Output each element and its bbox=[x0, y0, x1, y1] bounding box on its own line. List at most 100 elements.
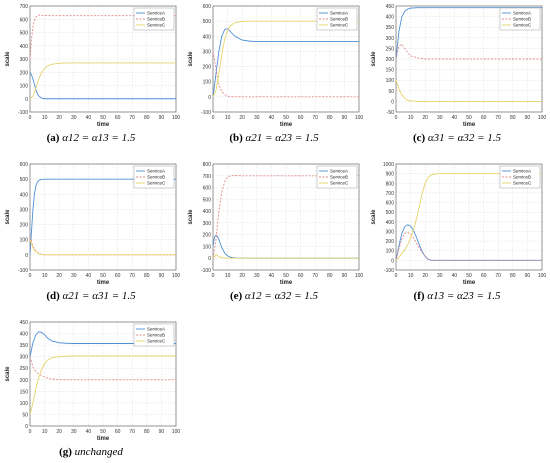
legend-label: ServiceC bbox=[147, 23, 166, 28]
caption-equation: α12 = α32 = 1.5 bbox=[244, 290, 319, 302]
legend-label: ServiceC bbox=[513, 181, 532, 186]
x-tick-label: 0 bbox=[395, 273, 398, 279]
y-tick-label: 500 bbox=[386, 210, 395, 216]
y-tick-label: 450 bbox=[20, 320, 29, 326]
y-tick-label: 300 bbox=[386, 36, 395, 42]
x-tick-label: 0 bbox=[212, 273, 215, 279]
x-tick-label: 90 bbox=[525, 115, 531, 121]
y-tick-label: 100 bbox=[203, 244, 212, 250]
caption-c: (c) α31 = α32 = 1.5 bbox=[366, 132, 548, 144]
y-tick-label: -100 bbox=[201, 110, 211, 116]
x-tick-label: 90 bbox=[525, 273, 531, 279]
x-tick-label: 0 bbox=[29, 429, 32, 435]
x-tick-label: 60 bbox=[115, 429, 121, 435]
legend-label: ServiceB bbox=[330, 175, 348, 180]
axes-frame bbox=[29, 163, 177, 271]
series-line-servicea bbox=[395, 7, 542, 60]
legend-label: ServiceC bbox=[513, 23, 532, 28]
y-tick-label: -100 bbox=[201, 268, 211, 274]
caption-tag: (b) bbox=[229, 132, 243, 144]
y-axis-label: scale bbox=[188, 51, 194, 67]
x-tick-label: 60 bbox=[115, 273, 121, 279]
x-tick-label: 30 bbox=[437, 273, 443, 279]
x-tick-label: 10 bbox=[225, 273, 231, 279]
y-tick-label: 400 bbox=[20, 192, 29, 198]
y-tick-label: 600 bbox=[203, 186, 212, 192]
caption-f: (f) α13 = α23 = 1.5 bbox=[366, 290, 548, 302]
y-tick-label: 600 bbox=[20, 17, 29, 23]
x-axis-label: time bbox=[280, 122, 293, 128]
x-tick-label: 70 bbox=[129, 429, 135, 435]
x-tick-label: 40 bbox=[86, 115, 92, 121]
x-tick-label: 10 bbox=[42, 115, 48, 121]
x-tick-label: 80 bbox=[327, 115, 333, 121]
chart-panel-g: 0 50 100 150 200 250 300 350 400 450 0 10 20 30 40 50 60… bbox=[0, 316, 182, 462]
axes-frame bbox=[212, 5, 360, 113]
x-tick-label: 80 bbox=[144, 429, 150, 435]
y-tick-label: 350 bbox=[386, 25, 395, 31]
caption-g: (g) unchanged bbox=[0, 446, 182, 458]
legend-box bbox=[133, 323, 175, 347]
x-tick-label: 50 bbox=[100, 429, 106, 435]
y-tick-label: 700 bbox=[386, 191, 395, 197]
legend-label: ServiceA bbox=[513, 169, 531, 174]
x-tick-label: 60 bbox=[481, 273, 487, 279]
x-tick-label: 0 bbox=[212, 115, 215, 121]
y-tick-label: 1000 bbox=[383, 162, 394, 168]
caption-equation: α13 = α23 = 1.5 bbox=[427, 290, 501, 302]
y-tick-label: 0 bbox=[25, 253, 28, 259]
x-tick-label: 20 bbox=[56, 429, 62, 435]
legend-label: ServiceA bbox=[513, 11, 531, 16]
y-tick-label: 300 bbox=[20, 57, 29, 63]
legend-label: ServiceC bbox=[147, 181, 166, 186]
caption-e: (e) α12 = α32 = 1.5 bbox=[183, 290, 365, 302]
y-tick-label: 0 bbox=[208, 256, 211, 262]
y-tick-label: 0 bbox=[25, 97, 28, 103]
series-line-serviceb bbox=[29, 14, 176, 60]
x-tick-label: 80 bbox=[510, 273, 516, 279]
legend-label: ServiceB bbox=[513, 175, 531, 180]
series-line-servicec bbox=[212, 254, 359, 259]
y-tick-label: 500 bbox=[203, 197, 212, 203]
x-tick-label: 80 bbox=[510, 115, 516, 121]
y-tick-label: 500 bbox=[203, 19, 212, 25]
y-tick-label: 300 bbox=[20, 207, 29, 213]
x-tick-label: 60 bbox=[115, 115, 121, 121]
caption-b: (b) α21 = α23 = 1.5 bbox=[183, 132, 365, 144]
x-axis-label: time bbox=[280, 280, 293, 286]
legend-box bbox=[499, 165, 541, 189]
legend-label: ServiceA bbox=[147, 11, 165, 16]
x-tick-label: 60 bbox=[298, 115, 304, 121]
series-line-serviceb bbox=[29, 356, 176, 381]
caption-equation: α21 = α31 = 1.5 bbox=[62, 290, 136, 302]
x-tick-label: 20 bbox=[239, 273, 245, 279]
line-chart-g: 0 50 100 150 200 250 300 350 400 450 0 10 20 30 40 50 60… bbox=[5, 320, 180, 442]
series-line-servicea bbox=[29, 331, 176, 357]
x-tick-label: 30 bbox=[254, 115, 260, 121]
y-tick-label: 400 bbox=[20, 332, 29, 338]
y-tick-label: 200 bbox=[203, 233, 212, 239]
y-tick-label: 150 bbox=[20, 389, 29, 395]
x-tick-label: 20 bbox=[422, 115, 428, 121]
x-tick-label: 30 bbox=[254, 273, 260, 279]
x-tick-label: 80 bbox=[144, 115, 150, 121]
x-tick-label: 40 bbox=[452, 115, 458, 121]
y-tick-label: -100 bbox=[18, 268, 28, 274]
x-tick-label: 10 bbox=[225, 115, 231, 121]
x-tick-label: 70 bbox=[312, 115, 318, 121]
x-tick-label: 80 bbox=[327, 273, 333, 279]
x-tick-label: 10 bbox=[42, 429, 48, 435]
x-tick-label: 30 bbox=[437, 115, 443, 121]
chart-panel-c: -50 0 50 100 150 200 250 300 350 400 450 0 10 20 30 40 5… bbox=[366, 0, 548, 148]
y-axis-label: scale bbox=[371, 209, 377, 225]
series-line-servicec bbox=[29, 62, 176, 100]
x-tick-label: 30 bbox=[71, 115, 77, 121]
x-tick-label: 40 bbox=[269, 115, 275, 121]
x-tick-label: 90 bbox=[159, 273, 165, 279]
legend-label: ServiceA bbox=[147, 169, 165, 174]
x-tick-label: 20 bbox=[422, 273, 428, 279]
